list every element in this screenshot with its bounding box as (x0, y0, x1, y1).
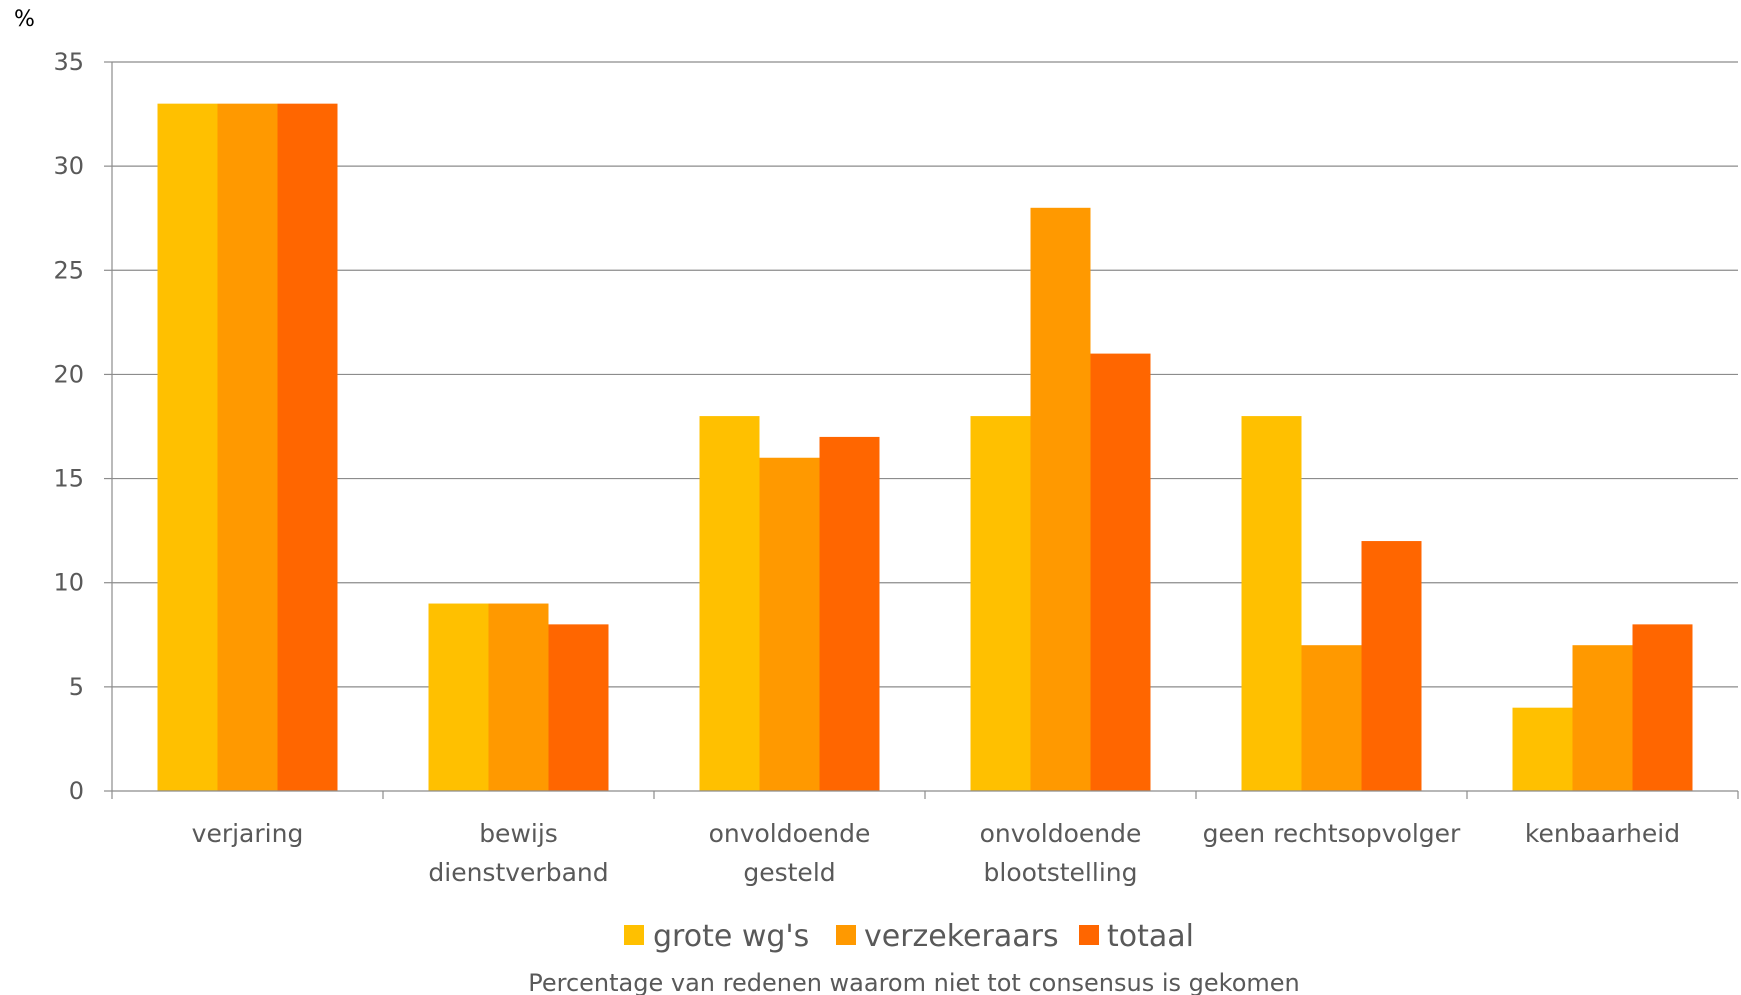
bar (699, 416, 760, 791)
axes (111, 62, 1739, 799)
bar (1572, 645, 1633, 791)
bar (1030, 207, 1091, 792)
bar (1512, 707, 1573, 791)
y-tick-label: 10 (53, 569, 84, 597)
bar (1301, 645, 1362, 791)
bar (157, 103, 218, 791)
y-tick-label: 15 (53, 465, 84, 493)
bar (1241, 416, 1302, 791)
bar (548, 624, 609, 791)
bar (759, 457, 820, 791)
x-category-label: onvoldoende (980, 819, 1142, 848)
y-tick-label: 5 (69, 673, 84, 701)
x-category-label: kenbaarheid (1525, 819, 1680, 848)
bar (428, 603, 489, 791)
y-tick-label: 35 (53, 48, 84, 76)
bar (1632, 624, 1693, 791)
x-category-label: gesteld (743, 858, 835, 887)
x-category-label: geen rechtsopvolger (1203, 819, 1461, 848)
y-tick-labels: 0 5 10 15 20 25 30 35 (53, 48, 84, 805)
y-tick-label: 20 (53, 360, 84, 388)
bar (970, 416, 1031, 791)
y-tick-label: 0 (69, 777, 84, 805)
legend-label: totaal (1107, 919, 1194, 954)
bar (1090, 353, 1151, 791)
bar (277, 103, 338, 791)
bar (488, 603, 549, 791)
x-category-label: verjaring (192, 819, 304, 848)
x-category-label: blootstelling (984, 858, 1138, 887)
legend: grote wg's verzekeraars totaal (624, 919, 1194, 954)
legend-swatch (624, 925, 644, 945)
x-category-label: dienstverband (428, 858, 608, 887)
bar (1361, 541, 1422, 791)
bars (157, 103, 1693, 792)
legend-swatch (1079, 925, 1099, 945)
bar (217, 103, 278, 791)
gridlines (104, 61, 1738, 792)
x-category-label: onvoldoende (709, 819, 871, 848)
y-tick-label: 25 (53, 256, 84, 284)
y-tick-label: 30 (53, 152, 84, 180)
chart-caption: Percentage van redenen waarom niet tot c… (528, 969, 1300, 995)
y-unit-label: % (14, 7, 35, 32)
legend-label: grote wg's (653, 919, 809, 954)
x-category-label: bewijs (479, 819, 558, 848)
bar (819, 436, 880, 791)
legend-label: verzekeraars (864, 919, 1059, 954)
x-category-labels: verjaring bewijs dienstverband onvoldoende g… (192, 819, 1680, 887)
legend-swatch (836, 925, 856, 945)
